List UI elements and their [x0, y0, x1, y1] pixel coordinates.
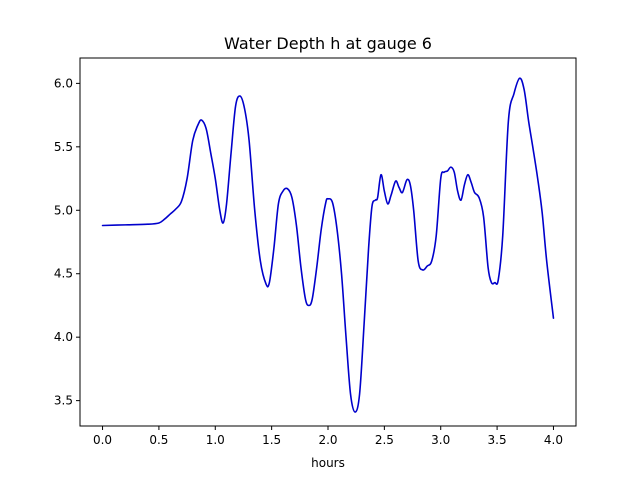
x-tick-label: 2.0	[318, 433, 337, 447]
x-tick-label: 1.5	[262, 433, 281, 447]
x-axis-label: hours	[311, 456, 345, 470]
x-tick-label: 2.5	[375, 433, 394, 447]
y-axis-ticks: 3.5 4.0 4.5 5.0 5.5 6.0	[54, 76, 80, 408]
x-axis-ticks: 0.0 0.5 1.0 1.5 2.0 2.5 3.0 3.5 4.0	[93, 426, 563, 447]
x-tick-label: 3.5	[488, 433, 507, 447]
y-tick-label: 4.0	[54, 330, 73, 344]
series-line	[101, 77, 555, 413]
x-tick-label: 0.5	[149, 433, 168, 447]
x-tick-label: 1.0	[206, 433, 225, 447]
y-tick-label: 5.5	[54, 140, 73, 154]
x-tick-label: 3.0	[431, 433, 450, 447]
line-layer	[101, 77, 555, 413]
y-tick-label: 3.5	[54, 394, 73, 408]
chart-title: Water Depth h at gauge 6	[224, 34, 432, 53]
y-tick-label: 5.0	[54, 203, 73, 217]
y-tick-label: 4.5	[54, 267, 73, 281]
y-tick-label: 6.0	[54, 76, 73, 90]
x-tick-label: 0.0	[93, 433, 112, 447]
x-tick-label: 4.0	[544, 433, 563, 447]
